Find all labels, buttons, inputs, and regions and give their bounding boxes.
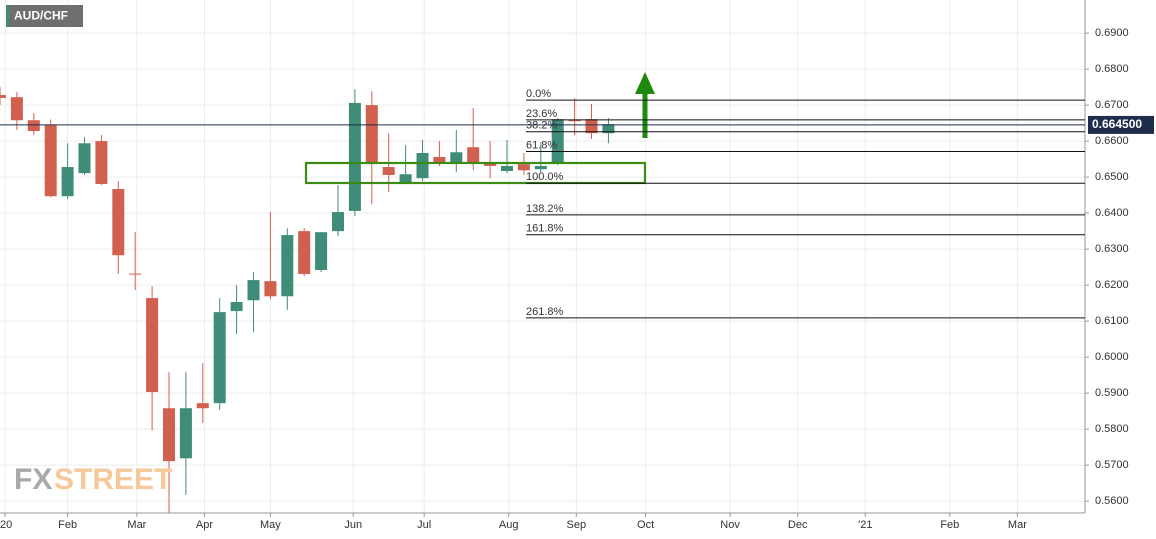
y-tick-label: 0.6500 xyxy=(1095,171,1129,183)
x-tick-label: '20 xyxy=(0,519,12,531)
candle-body xyxy=(196,403,209,409)
title-box xyxy=(6,5,83,27)
candle-body xyxy=(517,164,530,171)
candle-body xyxy=(348,102,361,211)
candle-body xyxy=(95,141,108,184)
y-tick-label: 0.6400 xyxy=(1095,207,1129,219)
x-tick-label: Feb xyxy=(940,519,959,531)
candle-body xyxy=(281,235,294,297)
x-tick-label: May xyxy=(260,519,281,531)
y-tick-label: 0.5800 xyxy=(1095,423,1129,435)
fib-label: 0.0% xyxy=(526,88,551,100)
candle-body xyxy=(61,167,74,197)
title-accent xyxy=(6,5,9,27)
candle-body xyxy=(467,147,480,164)
candle-body xyxy=(163,408,176,462)
last-price-box xyxy=(1088,115,1154,134)
fib-label: 38.2% xyxy=(526,120,557,132)
candle-body xyxy=(129,273,142,275)
candle-body xyxy=(501,165,514,171)
candle-body xyxy=(433,156,446,164)
fib-label: 261.8% xyxy=(526,306,564,318)
chart-title: AUD/CHF xyxy=(14,9,68,23)
candle-body xyxy=(399,174,412,183)
candle-body xyxy=(27,120,40,132)
y-tick-label: 0.6900 xyxy=(1095,27,1129,39)
candle-body xyxy=(112,189,125,256)
fib-label: 61.8% xyxy=(526,139,557,151)
candle-body xyxy=(264,281,277,297)
candle-body xyxy=(315,232,328,270)
y-tick-label: 0.6000 xyxy=(1095,351,1129,363)
x-tick-label: Feb xyxy=(58,519,77,531)
y-tick-label: 0.5600 xyxy=(1095,495,1129,507)
watermark: FX xyxy=(14,463,52,496)
x-tick-label: Mar xyxy=(127,519,146,531)
candle-body xyxy=(298,231,311,274)
y-tick-label: 0.6100 xyxy=(1095,315,1129,327)
y-tick-label: 0.5900 xyxy=(1095,387,1129,399)
support-zone xyxy=(304,161,647,185)
candle-body xyxy=(44,125,57,197)
x-tick-label: Oct xyxy=(637,519,654,531)
candle-body xyxy=(247,280,260,301)
x-tick-label: Sep xyxy=(567,519,587,531)
candle-body xyxy=(585,119,598,134)
arrow-head xyxy=(635,72,655,94)
fib-label: 23.6% xyxy=(526,108,557,120)
x-tick-label: Apr xyxy=(196,519,213,531)
x-tick-label: Jun xyxy=(344,519,362,531)
watermark: STREET xyxy=(54,463,172,496)
y-tick-label: 0.6800 xyxy=(1095,63,1129,75)
fib-label: 138.2% xyxy=(526,203,564,215)
candle-body xyxy=(146,298,159,393)
candle-body xyxy=(602,124,615,134)
fib-label: 161.8% xyxy=(526,223,564,235)
candle-body xyxy=(382,167,395,175)
candle-body xyxy=(230,302,243,312)
candle-body xyxy=(0,95,6,98)
x-tick-label: Jul xyxy=(417,519,431,531)
y-tick-label: 0.6600 xyxy=(1095,135,1129,147)
candle-body xyxy=(78,143,91,174)
last-price-label: 0.664500 xyxy=(1092,117,1142,131)
candle-body xyxy=(10,97,23,121)
candle-body xyxy=(568,120,581,122)
y-tick-label: 0.6200 xyxy=(1095,279,1129,291)
candle-body xyxy=(416,153,429,179)
candle-body xyxy=(332,212,345,232)
candle-body xyxy=(213,312,226,404)
candle-body xyxy=(179,408,192,459)
candle-body xyxy=(365,105,378,162)
x-tick-label: Nov xyxy=(720,519,740,531)
candle-body xyxy=(534,165,547,170)
x-tick-label: Dec xyxy=(788,519,808,531)
x-tick-label: Aug xyxy=(499,519,519,531)
y-tick-label: 0.6700 xyxy=(1095,99,1129,111)
x-tick-label: Mar xyxy=(1008,519,1027,531)
x-tick-label: '21 xyxy=(858,519,872,531)
candle-body xyxy=(551,119,564,164)
y-tick-label: 0.6300 xyxy=(1095,243,1129,255)
plot-area xyxy=(0,0,1085,513)
candle-body xyxy=(450,152,463,164)
fib-label: 100.0% xyxy=(526,171,564,183)
y-tick-label: 0.5700 xyxy=(1095,459,1129,471)
